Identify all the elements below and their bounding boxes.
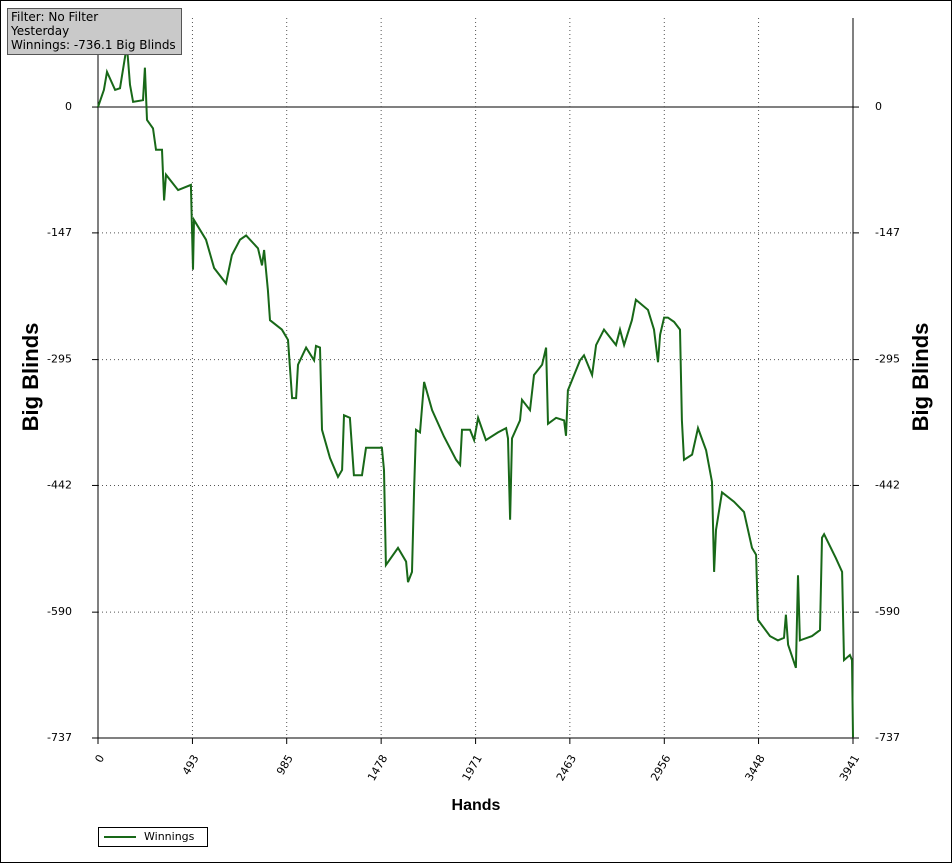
info-line: Winnings: -736.1 Big Blinds bbox=[11, 38, 176, 52]
y-tick-label: -147 bbox=[47, 226, 72, 239]
y-tick-label: 0 bbox=[65, 100, 72, 113]
y-tick-label: -295 bbox=[47, 353, 72, 366]
info-line: Filter: No Filter bbox=[11, 10, 98, 24]
y2-tick-label: -737 bbox=[875, 731, 900, 744]
y2-tick-label: -590 bbox=[875, 605, 900, 618]
x-axis-title: Hands bbox=[452, 797, 501, 814]
info-line: Yesterday bbox=[10, 24, 69, 38]
legend-label: Winnings bbox=[144, 830, 195, 843]
legend-box bbox=[98, 827, 208, 847]
y-tick-label: -590 bbox=[47, 605, 72, 618]
y2-tick-label: 0 bbox=[875, 100, 882, 113]
y2-tick-label: -442 bbox=[875, 478, 900, 491]
y2-tick-label: -147 bbox=[875, 226, 900, 239]
y-tick-label: -442 bbox=[47, 478, 72, 491]
y-tick-label: -737 bbox=[47, 731, 72, 744]
info-box: Filter: No Filter Yesterday Winnings: -7… bbox=[7, 8, 182, 55]
y2-axis-title: Big Blinds bbox=[908, 323, 933, 432]
info-box-bg bbox=[7, 8, 182, 55]
y2-tick-label: -295 bbox=[875, 353, 900, 366]
legend: Winnings bbox=[98, 827, 208, 847]
series-line bbox=[97, 45, 854, 738]
series bbox=[97, 45, 854, 738]
y-axis-title: Big Blinds bbox=[18, 323, 43, 432]
